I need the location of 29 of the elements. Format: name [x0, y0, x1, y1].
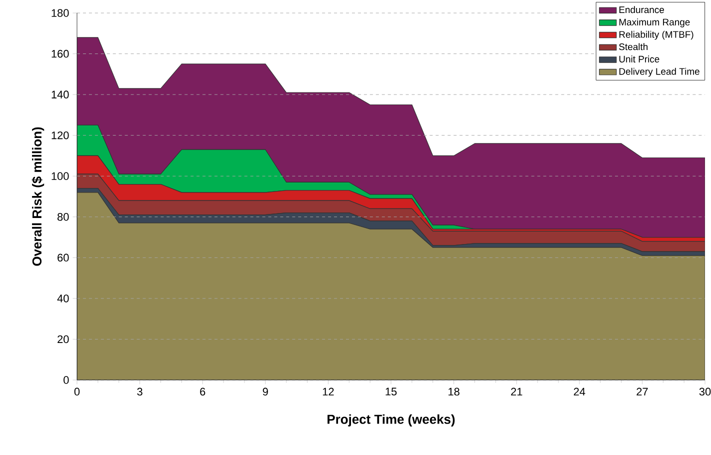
x-tick-label: 9 [262, 388, 268, 396]
x-tick-label: 21 [511, 388, 522, 396]
legend-label: Endurance [619, 6, 664, 14]
y-tick-label: 100 [52, 172, 69, 180]
legend-label: Stealth [619, 43, 648, 50]
x-tick-label: 3 [137, 388, 142, 396]
legend-label: Reliability (MTBF) [619, 30, 694, 40]
x-tick-label: 15 [386, 388, 397, 396]
y-tick-label: 120 [52, 131, 69, 140]
x-tick-label: 24 [574, 388, 586, 396]
x-tick-label: 18 [448, 388, 460, 396]
y-tick-label: 160 [52, 50, 69, 58]
x-tick-label: 0 [74, 388, 80, 396]
y-tick-label: 40 [57, 294, 69, 302]
y-axis-title: Overall Risk ($ million) [32, 127, 44, 266]
x-tick-label: 12 [322, 388, 334, 396]
y-tick-label: 0 [64, 376, 69, 384]
x-tick-label: 27 [636, 388, 648, 396]
legend-label: Maximum Range [619, 18, 690, 28]
y-tick-label: 60 [58, 254, 69, 262]
y-tick-label: 80 [58, 213, 69, 221]
legend-label: Delivery Lead Time [619, 68, 700, 77]
legend-label: Unit Price [619, 56, 660, 62]
x-tick-label: 30 [699, 388, 711, 396]
y-tick-label: 180 [52, 9, 69, 17]
x-tick-label: 6 [200, 388, 206, 396]
y-tick-label: 140 [52, 90, 69, 98]
x-axis-title: Project Time (weeks) [328, 414, 455, 426]
y-tick-label: 20 [58, 335, 69, 344]
